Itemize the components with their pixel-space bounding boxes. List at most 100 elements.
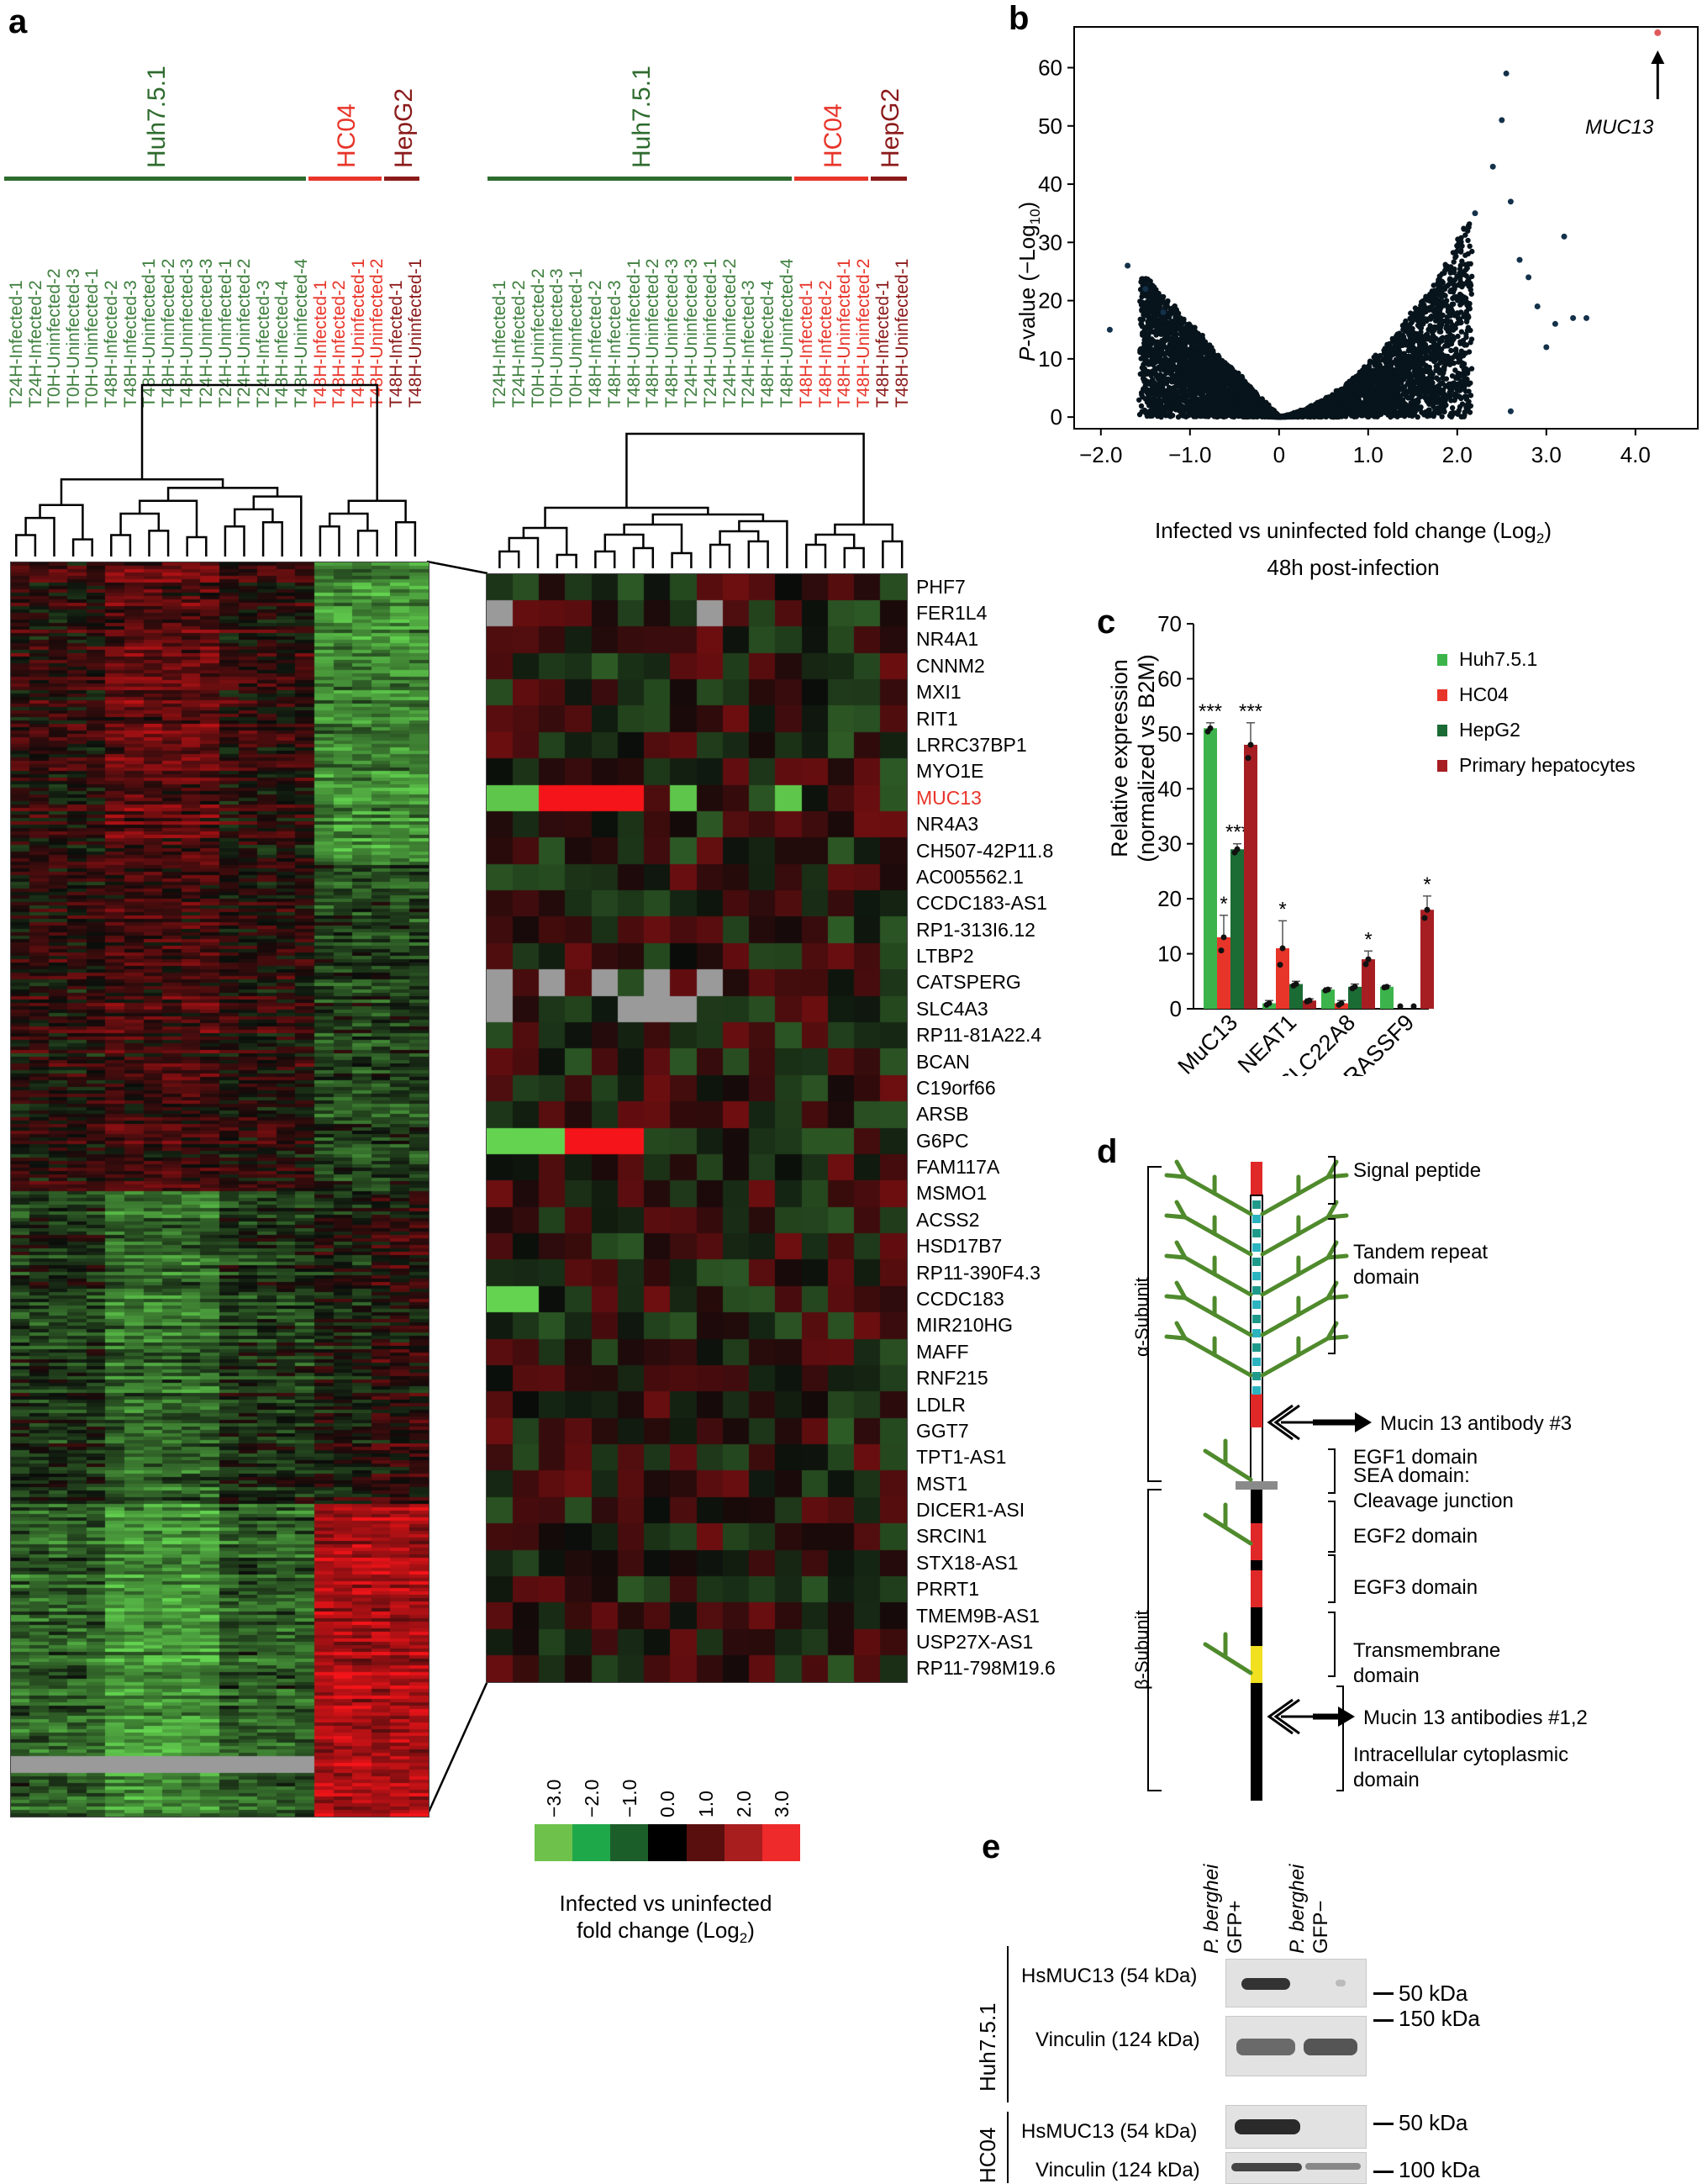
data-point: [1428, 391, 1433, 396]
legend-swatch: [610, 1824, 648, 1861]
data-point: [1431, 336, 1436, 341]
data-point: [1389, 375, 1394, 380]
x-tick-label: 4.0: [1620, 442, 1651, 467]
data-point: [1392, 404, 1397, 409]
data-point: [1462, 361, 1467, 367]
data-point: [1468, 287, 1473, 292]
data-point: [1450, 361, 1455, 366]
data-point: [1468, 340, 1473, 345]
data-point: [1448, 334, 1453, 339]
data-point: [1459, 281, 1464, 286]
data-point: [1454, 243, 1459, 248]
data-point: [1452, 367, 1457, 372]
y-tick-label: 40: [1038, 171, 1062, 197]
data-point: [1454, 249, 1459, 254]
data-point: [1460, 414, 1465, 419]
data-point: [1138, 372, 1143, 377]
data-point: [1243, 414, 1248, 419]
data-point: [1165, 367, 1170, 372]
data-point: [1199, 389, 1204, 394]
legend-label-text: fold change (Log: [577, 1918, 740, 1943]
data-point: [1437, 293, 1442, 298]
data-point: [1142, 367, 1147, 372]
data-point: [1416, 335, 1421, 340]
data-point: [1168, 351, 1173, 356]
data-point: [1444, 376, 1449, 381]
gene-label: RIT1: [916, 708, 958, 731]
data-point: [1192, 324, 1197, 330]
gene-label: HSD17B7: [916, 1235, 1002, 1258]
data-point: [1402, 324, 1407, 329]
data-point: [1371, 413, 1376, 418]
data-point: [1421, 412, 1426, 417]
gene-label: MAFF: [916, 1341, 969, 1364]
gene-label: LDLR: [916, 1394, 966, 1416]
data-point: [1221, 414, 1226, 419]
legend-label-close: ): [747, 1918, 755, 1943]
gene-label: CCDC183: [916, 1288, 1004, 1311]
data-point: [1418, 330, 1423, 335]
data-point: [1377, 372, 1382, 377]
legend-label-line1: Infected vs uninfected: [514, 1890, 817, 1917]
data-point: [1367, 369, 1372, 374]
gene-label: MST1: [916, 1473, 967, 1496]
data-point: [1468, 409, 1473, 414]
gene-label: AC005562.1: [916, 866, 1024, 889]
gene-label: MUC13: [916, 787, 982, 810]
gene-label: MIR210HG: [916, 1314, 1013, 1337]
data-point: [1448, 382, 1453, 387]
data-point: [1156, 307, 1161, 312]
gene-label: TPT1-AS1: [916, 1446, 1006, 1469]
data-point: [1173, 380, 1178, 385]
gene-label: CNNM2: [916, 655, 985, 678]
data-point: [1367, 364, 1372, 369]
legend-tick: 1.0: [695, 1791, 718, 1817]
legend-label-sub: 2: [740, 1930, 747, 1946]
data-point: [1166, 327, 1171, 332]
data-point: [1442, 362, 1447, 367]
data-point: [1191, 361, 1196, 367]
gene-label: NR4A3: [916, 813, 978, 836]
data-point: [1425, 369, 1431, 374]
gene-label: BCAN: [916, 1051, 970, 1074]
data-point: [1366, 395, 1371, 400]
x-tick-label: 3.0: [1531, 442, 1562, 467]
data-point: [1179, 374, 1184, 379]
gene-label: FER1L4: [916, 602, 987, 625]
data-point: [1187, 388, 1192, 393]
data-point: [1168, 346, 1173, 351]
zoom-connector-bottom: [427, 1681, 487, 1816]
data-point: [1383, 365, 1388, 370]
data-point: [1417, 406, 1422, 411]
data-point: [1432, 407, 1437, 412]
data-point: [1396, 355, 1401, 360]
data-point: [1467, 221, 1472, 226]
data-point: [1465, 238, 1470, 243]
data-point: [1172, 324, 1177, 329]
data-point: [1148, 328, 1153, 333]
data-point: [1136, 398, 1141, 403]
data-point: [1444, 324, 1449, 330]
gene-label: LRRC37BP1: [916, 734, 1027, 757]
data-point: [1462, 226, 1467, 231]
gene-label: C19orf66: [916, 1077, 996, 1100]
gene-label: RP1-313I6.12: [916, 919, 1035, 942]
data-point: [1145, 414, 1150, 419]
data-point: [1161, 374, 1166, 379]
gene-label: PRRT1: [916, 1578, 979, 1601]
zoomed-heatmap: [486, 573, 908, 1683]
gene-label: TMEM9B-AS1: [916, 1605, 1040, 1627]
gene-label: RNF215: [916, 1367, 988, 1390]
gene-label: ARSB: [916, 1103, 969, 1126]
data-point: [1458, 263, 1463, 268]
data-point: [1437, 369, 1442, 374]
data-point: [1398, 413, 1403, 418]
data-point: [1438, 324, 1443, 330]
data-point: [1411, 412, 1416, 417]
data-point: [1452, 294, 1457, 299]
data-point: [1405, 404, 1410, 409]
data-point: [1437, 273, 1442, 278]
data-point: [1462, 385, 1467, 390]
data-point: [1436, 377, 1441, 382]
gene-label: CCDC183-AS1: [916, 892, 1047, 915]
